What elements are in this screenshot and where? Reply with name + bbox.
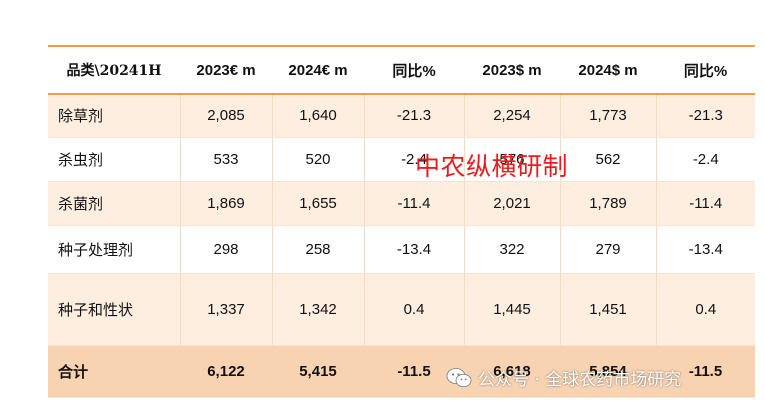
data-table-container: 品类\20241H 2023€ m 2024€ m 同比% 2023$ m 20…	[48, 45, 755, 398]
row-label: 杀菌剂	[48, 181, 181, 226]
total-yoy-usd: -11.5	[656, 345, 755, 398]
table-row: 除草剂 2,085 1,640 -21.3 2,254 1,773 -21.3	[48, 94, 755, 138]
header-row: 品类\20241H 2023€ m 2024€ m 同比% 2023$ m 20…	[48, 45, 755, 95]
cell-2023-usd: 1,445	[464, 273, 561, 346]
table-row: 杀菌剂 1,869 1,655 -11.4 2,021 1,789 -11.4	[48, 181, 755, 226]
cell-2024-eur: 258	[272, 225, 365, 274]
total-row: 合计 6,122 5,415 -11.5 6,618 5,854 -11.5	[48, 345, 755, 398]
header-2024-eur: 2024€ m	[272, 45, 364, 95]
cell-2024-usd: 279	[560, 225, 657, 274]
cell-yoy-eur: -11.4	[364, 181, 465, 226]
table-row: 杀虫剂 533 520 -2.4 576 562 -2.4	[48, 137, 755, 182]
cell-yoy-eur: 0.4	[364, 273, 465, 346]
cell-2023-usd: 576	[464, 137, 561, 182]
cell-2023-usd: 2,021	[464, 181, 561, 226]
cell-yoy-usd: -11.4	[656, 181, 755, 226]
cell-yoy-usd: -13.4	[656, 225, 755, 274]
header-category: 品类\20241H	[48, 45, 180, 95]
pesticide-sales-table: 品类\20241H 2023€ m 2024€ m 同比% 2023$ m 20…	[48, 45, 755, 398]
header-2024-usd: 2024$ m	[560, 45, 656, 95]
table-header: 品类\20241H 2023€ m 2024€ m 同比% 2023$ m 20…	[48, 45, 755, 95]
header-2023-eur: 2023€ m	[180, 45, 272, 95]
cell-2024-usd: 1,451	[560, 273, 657, 346]
cell-yoy-usd: -2.4	[656, 137, 755, 182]
total-label: 合计	[48, 345, 180, 398]
cell-2023-usd: 2,254	[464, 94, 561, 138]
cell-2024-eur: 1,655	[272, 181, 365, 226]
cell-2024-eur: 1,640	[272, 94, 365, 138]
wechat-credit: 公众号 · 全球农药市场研究	[446, 365, 681, 390]
cell-2023-eur: 298	[180, 225, 273, 274]
header-2023-usd: 2023$ m	[464, 45, 560, 95]
cell-2023-eur: 533	[180, 137, 273, 182]
total-2023-eur: 6,122	[180, 345, 272, 398]
cell-2023-eur: 1,337	[180, 273, 273, 346]
row-label: 种子和性状	[48, 273, 181, 346]
total-2024-usd: 5,854	[560, 345, 656, 398]
cell-yoy-eur: -21.3	[364, 94, 465, 138]
header-yoy-usd: 同比%	[656, 45, 755, 95]
cell-2024-usd: 1,773	[560, 94, 657, 138]
cell-2024-eur: 520	[272, 137, 365, 182]
row-label: 除草剂	[48, 94, 181, 138]
total-2023-usd: 6,618	[464, 345, 560, 398]
cell-yoy-usd: 0.4	[656, 273, 755, 346]
table-row: 种子处理剂 298 258 -13.4 322 279 -13.4	[48, 225, 755, 274]
wechat-icon	[446, 367, 472, 387]
cell-2023-eur: 2,085	[180, 94, 273, 138]
wechat-credit-text: 公众号 · 全球农药市场研究	[478, 370, 682, 390]
cell-yoy-eur: -2.4	[364, 137, 465, 182]
table-body: 除草剂 2,085 1,640 -21.3 2,254 1,773 -21.3 …	[48, 94, 755, 398]
cell-2024-usd: 1,789	[560, 181, 657, 226]
cell-2024-eur: 1,342	[272, 273, 365, 346]
row-label: 种子处理剂	[48, 225, 181, 274]
row-label: 杀虫剂	[48, 137, 181, 182]
header-yoy-eur: 同比%	[364, 45, 464, 95]
cell-2023-usd: 322	[464, 225, 561, 274]
table-row: 种子和性状 1,337 1,342 0.4 1,445 1,451 0.4	[48, 273, 755, 346]
cell-yoy-usd: -21.3	[656, 94, 755, 138]
cell-2023-eur: 1,869	[180, 181, 273, 226]
total-2024-eur: 5,415	[272, 345, 364, 398]
total-yoy-eur: -11.5	[364, 345, 464, 398]
cell-yoy-eur: -13.4	[364, 225, 465, 274]
cell-2024-usd: 562	[560, 137, 657, 182]
